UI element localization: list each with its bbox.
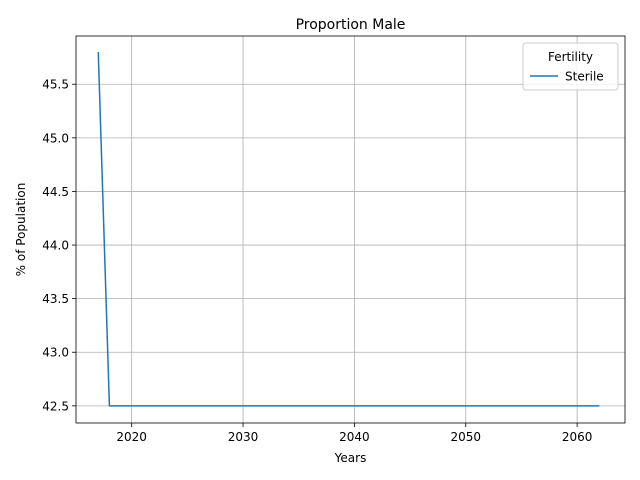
x-tick-label: 2050 — [450, 430, 481, 444]
legend-title: Fertility — [548, 50, 593, 64]
y-tick-label: 43.5 — [42, 292, 69, 306]
plot-area — [76, 36, 625, 423]
chart-title: Proportion Male — [296, 17, 406, 33]
legend: Fertility Sterile — [523, 43, 618, 90]
x-tick-label: 2040 — [339, 430, 370, 444]
y-tick-label: 44.0 — [42, 239, 69, 253]
legend-label-sterile: Sterile — [565, 70, 604, 84]
y-tick-label: 44.5 — [42, 185, 69, 199]
x-tick-label: 2020 — [116, 430, 147, 444]
x-axis-label: Years — [334, 451, 367, 465]
x-tick-label: 2060 — [562, 430, 593, 444]
x-tick-label: 2030 — [228, 430, 259, 444]
y-tick-label: 45.5 — [42, 78, 69, 92]
y-tick-label: 45.0 — [42, 131, 69, 145]
y-axis-label: % of Population — [14, 183, 28, 277]
y-tick-label: 42.5 — [42, 399, 69, 413]
y-tick-label: 43.0 — [42, 346, 69, 360]
